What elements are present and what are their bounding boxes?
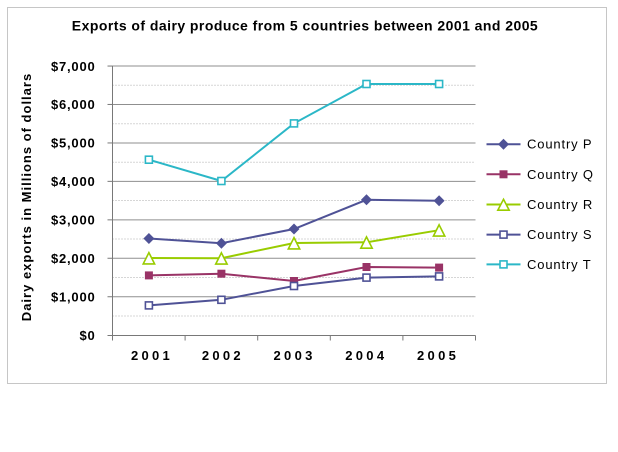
- svg-text:Country S: Country S: [527, 227, 592, 242]
- svg-text:$3,000: $3,000: [51, 213, 96, 228]
- svg-text:Country Q: Country Q: [527, 167, 594, 182]
- svg-text:$0: $0: [79, 328, 95, 343]
- svg-text:2001: 2001: [131, 348, 173, 363]
- svg-text:2004: 2004: [345, 348, 387, 363]
- svg-text:$1,000: $1,000: [51, 290, 96, 305]
- svg-text:$5,000: $5,000: [51, 136, 96, 151]
- svg-text:2002: 2002: [202, 348, 244, 363]
- svg-text:$4,000: $4,000: [51, 174, 96, 189]
- svg-text:2005: 2005: [417, 348, 459, 363]
- svg-text:Country T: Country T: [527, 257, 592, 272]
- svg-text:Dairy exports in Millions of: Dairy exports in Millions of dollars: [19, 73, 34, 321]
- svg-text:$2,000: $2,000: [51, 251, 96, 266]
- svg-text:Country R: Country R: [527, 197, 593, 212]
- svg-text:2003: 2003: [274, 348, 316, 363]
- svg-text:Exports of dairy produce from: Exports of dairy produce from 5 countrie…: [72, 17, 538, 33]
- svg-text:Country P: Country P: [527, 137, 592, 152]
- svg-text:$7,000: $7,000: [51, 59, 96, 74]
- svg-text:$6,000: $6,000: [51, 97, 96, 112]
